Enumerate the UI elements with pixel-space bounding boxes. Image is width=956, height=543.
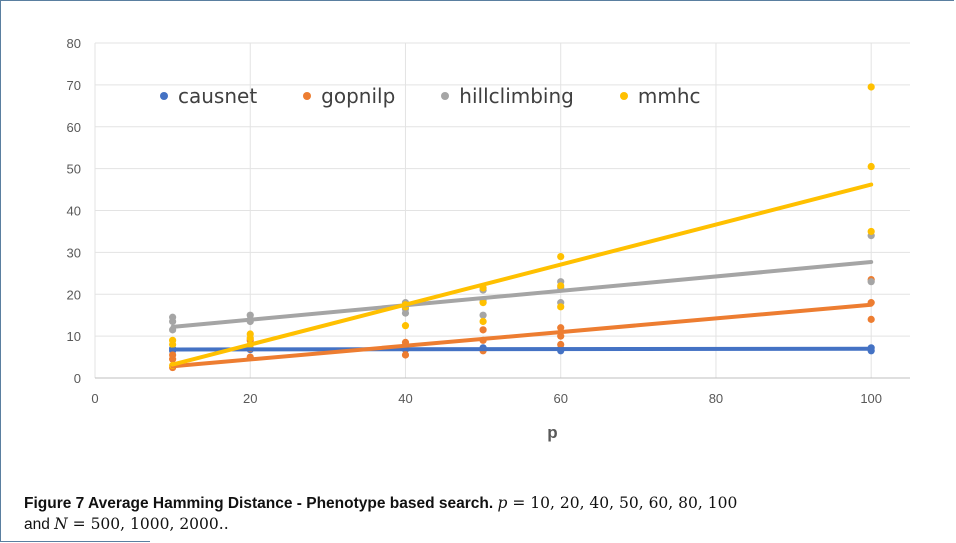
hillclimbing-point — [479, 311, 487, 319]
legend-label: hillclimbing — [459, 84, 574, 108]
legend-marker — [441, 92, 450, 100]
x-tick-label: 80 — [709, 391, 723, 406]
legend-label: gopnilp — [321, 84, 396, 108]
y-tick-label: 60 — [67, 120, 81, 135]
y-tick-label: 70 — [67, 78, 81, 93]
legend-marker — [619, 92, 628, 100]
gopnilp-point — [479, 326, 487, 334]
legend-label: mmhc — [637, 84, 701, 108]
mmhc-point — [401, 322, 410, 330]
figure-caption: Figure 7 Average Hamming Distance - Phen… — [24, 493, 944, 535]
mmhc-trendline — [170, 182, 874, 367]
mmhc-point — [479, 317, 487, 326]
y-tick-label: 40 — [67, 204, 81, 219]
x-axis-label: p — [547, 423, 557, 442]
y-tick-label: 50 — [67, 162, 81, 177]
gopnilp-point — [557, 324, 565, 332]
mmhc-point — [867, 227, 875, 236]
mmhc-point — [557, 303, 565, 311]
x-tick-label: 40 — [398, 391, 412, 406]
caption-n-var: N — [54, 515, 68, 533]
mmhc-point — [867, 83, 875, 91]
legend-marker — [160, 92, 168, 100]
mmhc-point — [169, 336, 177, 344]
mmhc-point — [479, 299, 487, 307]
caption-lead: Figure 7 Average Hamming Distance - Phen… — [24, 495, 494, 512]
figure-frame-bottom — [0, 541, 150, 542]
caption-n-values: = 500, 1000, 2000.. — [67, 515, 229, 533]
caption-p-var: p — [497, 494, 508, 512]
x-tick-label: 20 — [243, 391, 257, 406]
legend-item-mmhc: mmhc — [619, 84, 701, 108]
mmhc-point — [246, 330, 254, 338]
y-tick-label: 80 — [67, 36, 81, 51]
gopnilp-point — [557, 340, 565, 349]
chart-legend: causnet gopnilp hillclimbing mmhc — [160, 84, 747, 108]
hillclimbing-point — [867, 278, 875, 286]
caption-and-text: and — [24, 516, 55, 533]
x-tick-label: 60 — [553, 391, 567, 406]
hillclimbing-point — [246, 311, 254, 319]
hillclimbing-point — [169, 313, 177, 321]
legend-label: causnet — [178, 84, 258, 108]
scatter-chart: 0 10 20 30 40 50 60 70 80 0 20 40 60 80 100 p — [67, 36, 910, 442]
mmhc-point — [557, 252, 565, 261]
y-tick-label: 0 — [74, 371, 81, 386]
y-tick-label: 10 — [67, 329, 81, 344]
gopnilp-point — [867, 315, 875, 323]
gopnilp-point — [169, 351, 177, 359]
legend-item-gopnilp: gopnilp — [303, 84, 395, 108]
x-tick-label: 100 — [860, 391, 882, 406]
gopnilp-point — [401, 351, 410, 359]
legend-marker — [303, 92, 312, 100]
caption-p-values: = 10, 20, 40, 50, 60, 80, 100 — [507, 494, 738, 512]
x-tick-label: 0 — [91, 391, 98, 406]
hillclimbing-trendline — [170, 260, 874, 329]
y-tick-label: 20 — [67, 287, 81, 302]
gopnilp-trendline — [170, 302, 874, 369]
causnet-trendline — [170, 346, 874, 352]
mmhc-point — [867, 162, 875, 171]
mmhc-point — [557, 282, 565, 290]
gopnilp-point — [557, 332, 565, 340]
y-tick-label: 30 — [67, 245, 81, 260]
legend-item-hillclimbing: hillclimbing — [441, 84, 574, 108]
legend-item-causnet: causnet — [160, 84, 257, 108]
